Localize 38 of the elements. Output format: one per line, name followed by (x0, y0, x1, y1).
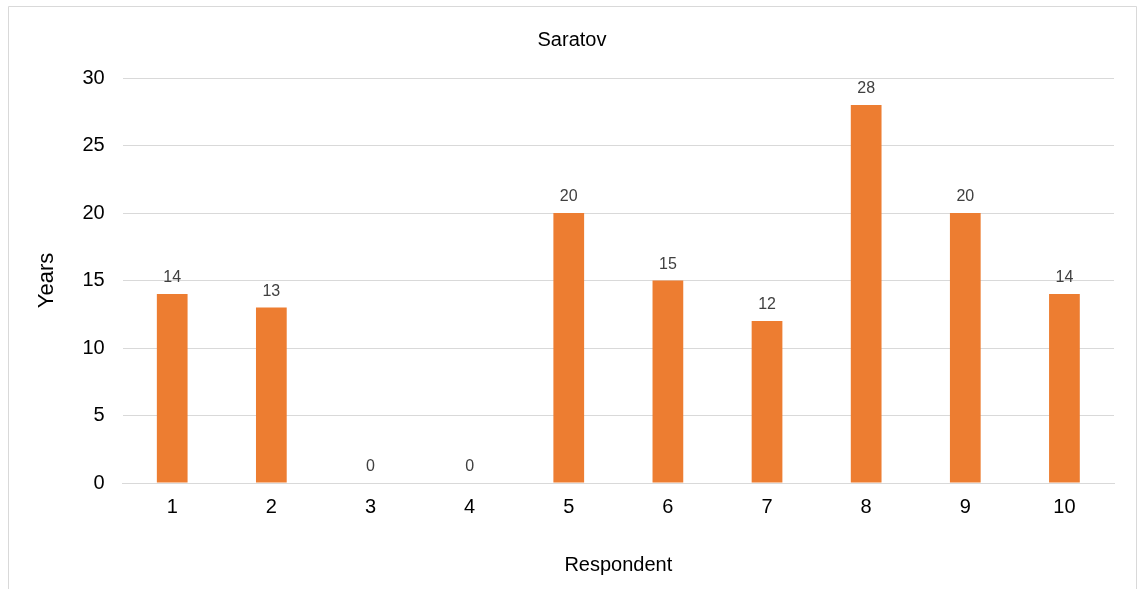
bar (850, 105, 882, 483)
y-tick-label: 5 (93, 403, 105, 426)
x-tick-label: 9 (959, 494, 971, 517)
x-tick-label: 6 (662, 494, 674, 517)
bar (156, 294, 188, 483)
chart-title: Saratov (537, 27, 607, 50)
y-tick-label: 30 (82, 65, 105, 88)
data-label: 28 (857, 79, 876, 97)
y-tick-label: 25 (82, 133, 105, 156)
data-label: 14 (1055, 268, 1074, 286)
data-label: 0 (465, 457, 475, 475)
bar (652, 280, 684, 483)
bar (751, 321, 783, 483)
data-label: 14 (163, 268, 182, 286)
data-label: 13 (262, 281, 281, 299)
x-tick-label: 5 (563, 494, 575, 517)
data-label: 20 (559, 187, 578, 205)
y-tick-label: 10 (82, 335, 105, 358)
y-tick-label: 0 (93, 470, 105, 493)
data-label: 0 (366, 457, 376, 475)
x-tick-label: 10 (1053, 494, 1076, 517)
x-tick-label: 8 (860, 494, 872, 517)
y-axis-title: Years (33, 252, 59, 309)
x-tick-label: 4 (464, 494, 476, 517)
x-axis-title: Respondent (564, 552, 673, 575)
bar (1049, 294, 1080, 483)
bar (949, 213, 981, 483)
x-tick-label: 3 (364, 494, 377, 517)
y-tick-label: 20 (82, 200, 105, 223)
data-label: 15 (658, 254, 677, 272)
bar (255, 307, 287, 483)
x-tick-label: 7 (761, 494, 773, 517)
data-label: 20 (956, 187, 975, 205)
y-tick-label: 15 (82, 268, 105, 291)
data-label: 12 (758, 295, 777, 313)
x-tick-label: 1 (166, 494, 178, 517)
x-tick-label: 2 (265, 494, 277, 517)
bar (553, 213, 585, 483)
